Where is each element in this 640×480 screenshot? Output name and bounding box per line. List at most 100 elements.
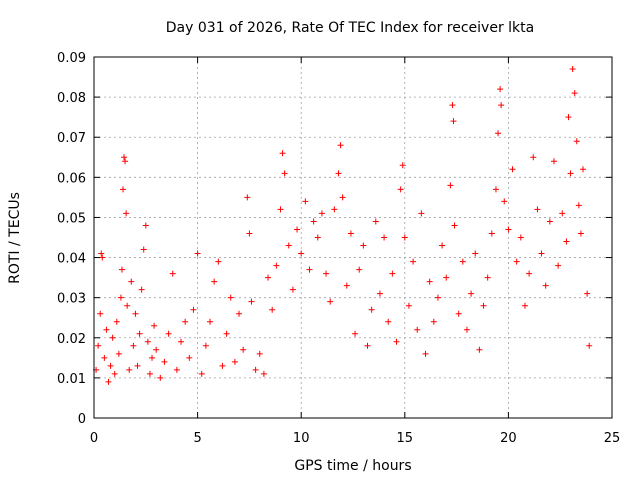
data-point <box>476 346 483 353</box>
data-point <box>219 362 226 369</box>
data-point <box>347 230 354 237</box>
data-point <box>555 262 562 269</box>
data-point <box>472 250 479 257</box>
data-point <box>134 362 141 369</box>
data-point <box>279 150 286 157</box>
data-point <box>98 250 105 257</box>
data-point <box>157 374 164 381</box>
data-point <box>468 290 475 297</box>
data-point <box>146 370 153 377</box>
data-point <box>248 298 255 305</box>
data-point <box>215 258 222 265</box>
data-point <box>227 294 234 301</box>
data-point <box>542 282 549 289</box>
data-point <box>335 170 342 177</box>
chart-title: Day 031 of 2026, Rate Of TEC Index for r… <box>166 20 534 36</box>
y-tick-label: 0.05 <box>57 211 86 226</box>
data-point <box>430 318 437 325</box>
data-point <box>186 354 193 361</box>
data-point <box>459 258 466 265</box>
data-point <box>509 166 516 173</box>
data-point <box>105 378 112 385</box>
y-tick-label: 0 <box>78 412 86 427</box>
data-point <box>393 338 400 345</box>
data-point <box>136 330 143 337</box>
data-point <box>122 158 129 165</box>
data-point <box>265 274 272 281</box>
data-point <box>107 362 114 369</box>
data-point <box>231 358 238 365</box>
axis-ticks <box>93 56 613 419</box>
data-point <box>161 358 168 365</box>
data-point <box>310 218 317 225</box>
data-point <box>120 186 127 193</box>
data-point <box>364 342 371 349</box>
data-point <box>571 90 578 97</box>
data-point <box>577 230 584 237</box>
data-point <box>331 206 338 213</box>
data-point <box>360 242 367 249</box>
data-point <box>434 294 441 301</box>
data-point <box>95 342 102 349</box>
data-point <box>236 310 243 317</box>
data-point <box>538 250 545 257</box>
data-point <box>513 258 520 265</box>
data-point <box>173 366 180 373</box>
data-point <box>207 318 214 325</box>
data-point <box>447 182 454 189</box>
x-tick-label: 20 <box>500 431 517 446</box>
data-point <box>372 218 379 225</box>
data-point <box>318 210 325 217</box>
data-point <box>368 306 375 313</box>
data-point <box>414 326 421 333</box>
data-point <box>451 222 458 229</box>
data-point <box>246 230 253 237</box>
data-point <box>285 242 292 249</box>
data-point <box>439 242 446 249</box>
data-point <box>422 350 429 357</box>
data-point <box>534 206 541 213</box>
x-tick-label: 5 <box>193 431 201 446</box>
data-point <box>584 290 591 297</box>
data-point <box>505 226 512 233</box>
data-point <box>530 154 537 161</box>
data-point <box>586 342 593 349</box>
data-point <box>126 366 133 373</box>
data-point <box>178 338 185 345</box>
x-axis-label: GPS time / hours <box>294 458 411 474</box>
data-point <box>306 266 313 273</box>
data-point <box>449 102 456 109</box>
data-point <box>244 194 251 201</box>
data-point <box>401 234 408 241</box>
x-tick-label: 0 <box>90 431 98 446</box>
data-point <box>517 234 524 241</box>
data-point <box>526 270 533 277</box>
data-point <box>339 194 346 201</box>
data-point <box>269 306 276 313</box>
data-point <box>273 262 280 269</box>
data-point <box>569 66 576 73</box>
x-tick-label: 15 <box>397 431 414 446</box>
data-point <box>130 342 137 349</box>
data-point <box>140 246 147 253</box>
data-point <box>124 302 131 309</box>
data-point <box>385 318 392 325</box>
data-point <box>418 210 425 217</box>
data-point <box>298 250 305 257</box>
data-point <box>405 302 412 309</box>
data-point <box>501 198 508 205</box>
grid-lines <box>94 57 612 418</box>
data-point <box>381 234 388 241</box>
data-point <box>426 278 433 285</box>
data-point <box>194 250 201 257</box>
data-point <box>99 254 106 261</box>
data-point <box>302 198 309 205</box>
data-point <box>111 370 118 377</box>
y-tick-label: 0.02 <box>57 332 86 347</box>
data-point <box>190 306 197 313</box>
data-point <box>521 302 528 309</box>
data-point <box>497 86 504 93</box>
y-tick-label: 0.08 <box>57 91 86 106</box>
data-point <box>101 354 108 361</box>
